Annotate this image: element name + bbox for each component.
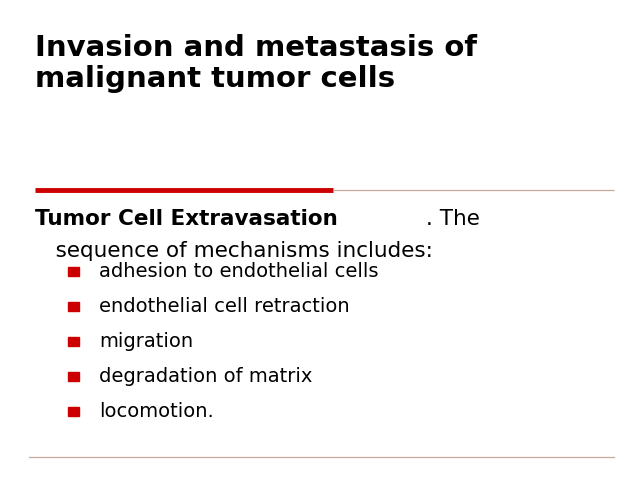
Text: migration: migration [99,332,193,351]
Text: . The: . The [426,209,480,229]
Text: Invasion and metastasis of
malignant tumor cells: Invasion and metastasis of malignant tum… [35,34,477,93]
Text: Tumor Cell Extravasation: Tumor Cell Extravasation [35,209,338,229]
Bar [68,337,79,346]
Text: sequence of mechanisms includes:: sequence of mechanisms includes: [35,241,433,262]
Text: degradation of matrix: degradation of matrix [99,367,312,386]
Text: adhesion to endothelial cells: adhesion to endothelial cells [99,262,379,281]
Bar [68,302,79,311]
Bar [68,372,79,381]
Text: locomotion.: locomotion. [99,402,214,421]
Bar [68,267,79,276]
Text: endothelial cell retraction: endothelial cell retraction [99,297,350,316]
Bar [68,407,79,416]
